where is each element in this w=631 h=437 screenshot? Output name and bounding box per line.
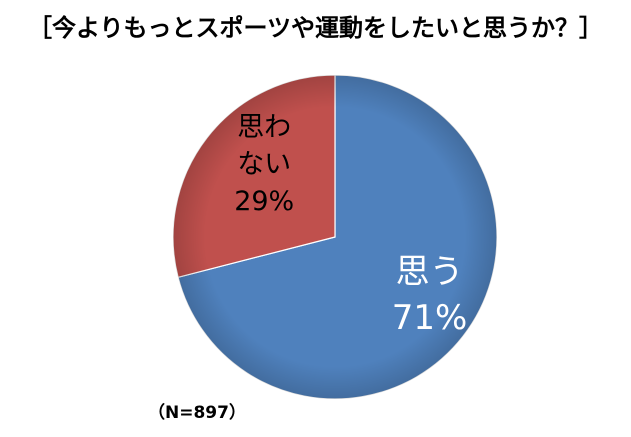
pie-edge-shade — [173, 75, 497, 399]
pie-slice-1-label-line-1: ない — [237, 149, 291, 180]
pie-slice-1-label-line-2: 29% — [234, 186, 294, 217]
pie-slice-1-label-line-0: 思わ — [237, 112, 291, 143]
sample-size-note: （N=897） — [148, 403, 246, 423]
pie-slice-0-label-line-0: 思う — [396, 252, 464, 292]
pie-slice-0-label-line-1: 71% — [392, 298, 468, 338]
chart-title: ［今よりもっとスポーツや運動をしたいと思うか？］ — [27, 14, 604, 42]
